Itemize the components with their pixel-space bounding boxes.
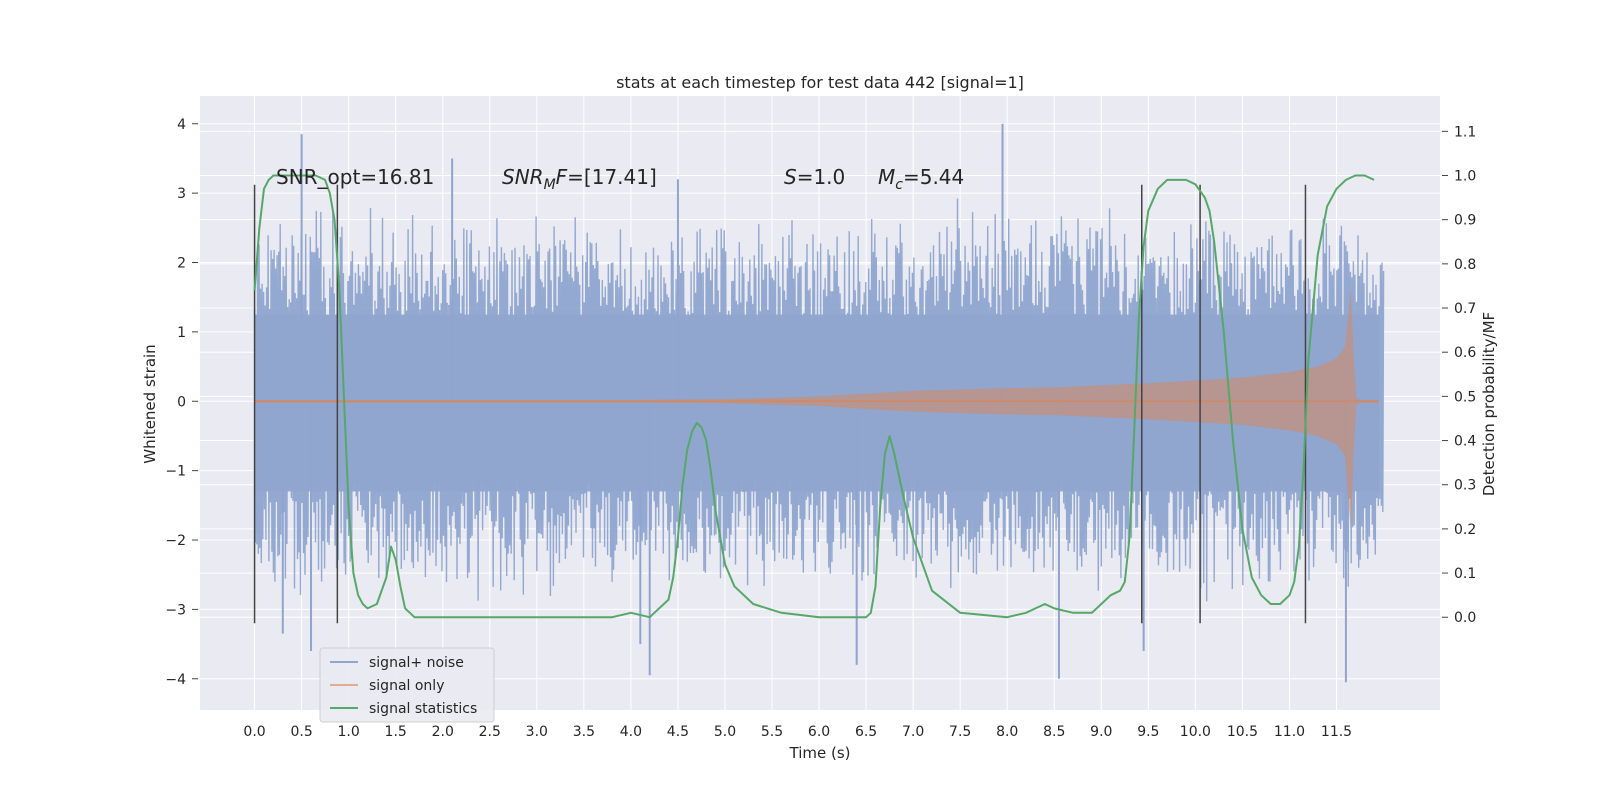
x-tick-label: 8.0 <box>996 724 1018 740</box>
right-tick-label: 0.4 <box>1454 434 1476 450</box>
x-tick-label: 3.5 <box>573 724 595 740</box>
mc-symbol: M <box>878 165 895 189</box>
x-tick-label: 7.0 <box>902 724 924 740</box>
legend-label-stats: signal statistics <box>369 701 477 717</box>
x-tick-label: 1.0 <box>338 724 360 740</box>
signal-only-area <box>254 289 1379 530</box>
snr-mf-sub: M <box>544 177 556 193</box>
x-tick-label: 6.0 <box>808 724 830 740</box>
x-tick-label: 7.5 <box>949 724 971 740</box>
signal-only-series <box>254 289 1379 530</box>
y-tick-label: 2 <box>177 256 186 272</box>
y-tick-label: −1 <box>165 464 186 480</box>
x-tick-label: 8.5 <box>1043 724 1065 740</box>
right-tick-label: 1.1 <box>1454 124 1476 140</box>
x-tick-label: 10.5 <box>1227 724 1258 740</box>
right-tick-label: 0.1 <box>1454 566 1476 582</box>
y-tick-label: 0 <box>177 394 186 410</box>
y-tick-label: 4 <box>177 117 186 133</box>
y-tick-label: 1 <box>177 325 186 341</box>
x-axis-ticks: 0.0 0.5 1.0 1.5 2.0 2.5 3.0 3.5 4.0 4.5 5.0 5.5 6.0 6… <box>243 724 1352 740</box>
right-axis-ticks: 1.1 1.0 0.9 0.8 0.7 0.6 0.5 0.4 0.3 0.2 0.1 0.0 <box>1442 124 1476 626</box>
legend-label-noise: signal+ noise <box>369 655 464 671</box>
x-tick-label: 9.5 <box>1137 724 1159 740</box>
right-tick-label: 0.3 <box>1454 478 1476 494</box>
x-axis-label: Time (s) <box>789 744 851 762</box>
snr-mf-annotation: SNRMF=[17.41] <box>502 165 657 193</box>
s-value: =1.0 <box>797 165 846 189</box>
signal-statistics-series <box>253 174 1375 619</box>
noise-line <box>253 198 1385 602</box>
right-tick-label: 0.8 <box>1454 257 1476 273</box>
snr-mf-f: F <box>556 165 568 189</box>
y-tick-label: −2 <box>165 533 186 549</box>
y-tick-label: −3 <box>165 602 186 618</box>
x-tick-label: 0.5 <box>290 724 312 740</box>
x-tick-label: 11.5 <box>1321 724 1352 740</box>
right-axis-label: Detection probability/MF <box>1480 312 1498 496</box>
right-tick-label: 0.2 <box>1454 522 1476 538</box>
right-tick-label: 0.9 <box>1454 213 1476 229</box>
mc-value: =5.44 <box>903 165 964 189</box>
x-tick-label: 10.0 <box>1180 724 1211 740</box>
s-annotation: S=1.0 <box>784 165 845 189</box>
y-tick-label: 3 <box>177 186 186 202</box>
chart-title: stats at each timestep for test data 442… <box>616 73 1024 92</box>
x-tick-label: 2.0 <box>432 724 454 740</box>
right-tick-label: 0.5 <box>1454 389 1476 405</box>
snr-opt-annotation: SNR_opt=16.81 <box>276 165 434 189</box>
x-tick-label: 5.5 <box>761 724 783 740</box>
y-axis-ticks: 4 3 2 1 0 −1 −2 −3 −4 <box>165 117 198 688</box>
statistics-line <box>253 174 1375 619</box>
x-tick-label: 2.5 <box>479 724 501 740</box>
mc-sub: c <box>895 177 903 193</box>
legend-box <box>319 647 495 723</box>
x-tick-label: 4.5 <box>667 724 689 740</box>
x-tick-label: 6.5 <box>855 724 877 740</box>
legend-label-signal: signal only <box>369 678 444 694</box>
x-tick-label: 11.0 <box>1274 724 1305 740</box>
x-tick-label: 9.0 <box>1090 724 1112 740</box>
mc-annotation: Mc=5.44 <box>878 165 964 193</box>
x-tick-label: 0.0 <box>243 724 265 740</box>
right-tick-label: 0.0 <box>1454 610 1476 626</box>
right-tick-label: 0.7 <box>1454 301 1476 317</box>
right-tick-label: 1.0 <box>1454 169 1476 185</box>
x-tick-label: 1.5 <box>385 724 407 740</box>
s-symbol: S <box>784 165 797 189</box>
right-tick-label: 0.6 <box>1454 345 1476 361</box>
x-tick-label: 5.0 <box>714 724 736 740</box>
snr-mf-base: SNR <box>502 165 544 189</box>
x-tick-label: 4.0 <box>620 724 642 740</box>
x-tick-label: 3.0 <box>526 724 548 740</box>
legend: signal+ noise signal only signal statist… <box>319 647 495 723</box>
y-tick-label: −4 <box>165 672 186 688</box>
snr-mf-value: =[17.41] <box>567 165 657 189</box>
y-axis-label: Whitened strain <box>141 344 159 463</box>
